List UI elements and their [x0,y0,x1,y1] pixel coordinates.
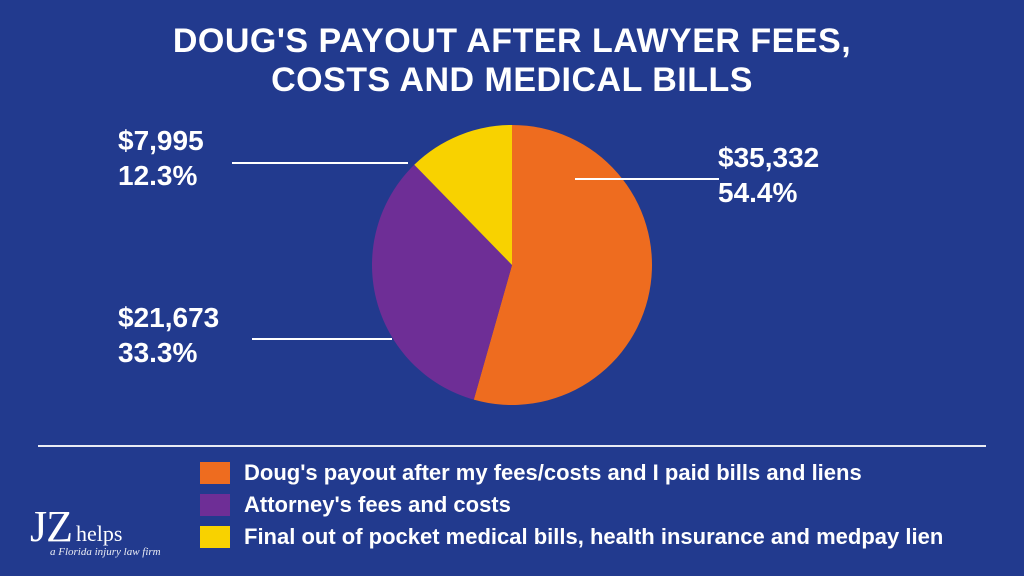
callout-attorney: $21,673 33.3% [118,300,219,370]
legend: Doug's payout after my fees/costs and I … [200,460,943,556]
legend-label-attorney: Attorney's fees and costs [244,492,511,518]
legend-item-attorney: Attorney's fees and costs [200,492,943,518]
legend-item-medical: Final out of pocket medical bills, healt… [200,524,943,550]
leader-line-medical [232,162,408,164]
logo-brand: JZ [30,502,72,551]
callout-medical-pct: 12.3% [118,158,204,193]
chart-title: DOUG'S PAYOUT AFTER LAWYER FEES, COSTS A… [0,22,1024,100]
leader-line-attorney [252,338,392,340]
callout-medical-amount: $7,995 [118,123,204,158]
leader-line-payout [575,178,719,180]
pie-chart [372,125,652,405]
logo-word: helps [76,521,122,546]
callout-attorney-amount: $21,673 [118,300,219,335]
divider-line [38,445,986,447]
legend-label-medical: Final out of pocket medical bills, healt… [244,524,943,550]
callout-payout-pct: 54.4% [718,175,819,210]
callout-attorney-pct: 33.3% [118,335,219,370]
title-line-1: DOUG'S PAYOUT AFTER LAWYER FEES, [173,22,851,60]
legend-swatch-attorney [200,494,230,516]
legend-label-payout: Doug's payout after my fees/costs and I … [244,460,862,486]
logo-tagline: a Florida injury law firm [50,547,161,558]
legend-swatch-payout [200,462,230,484]
legend-item-payout: Doug's payout after my fees/costs and I … [200,460,943,486]
title-line-2: COSTS AND MEDICAL BILLS [271,61,753,99]
chart-area: $35,332 54.4% $7,995 12.3% $21,673 33.3% [0,100,1024,430]
pie-svg [372,125,652,405]
callout-medical: $7,995 12.3% [118,123,204,193]
brand-logo: JZhelps a Florida injury law firm [30,505,161,558]
legend-swatch-medical [200,526,230,548]
callout-payout: $35,332 54.4% [718,140,819,210]
callout-payout-amount: $35,332 [718,140,819,175]
